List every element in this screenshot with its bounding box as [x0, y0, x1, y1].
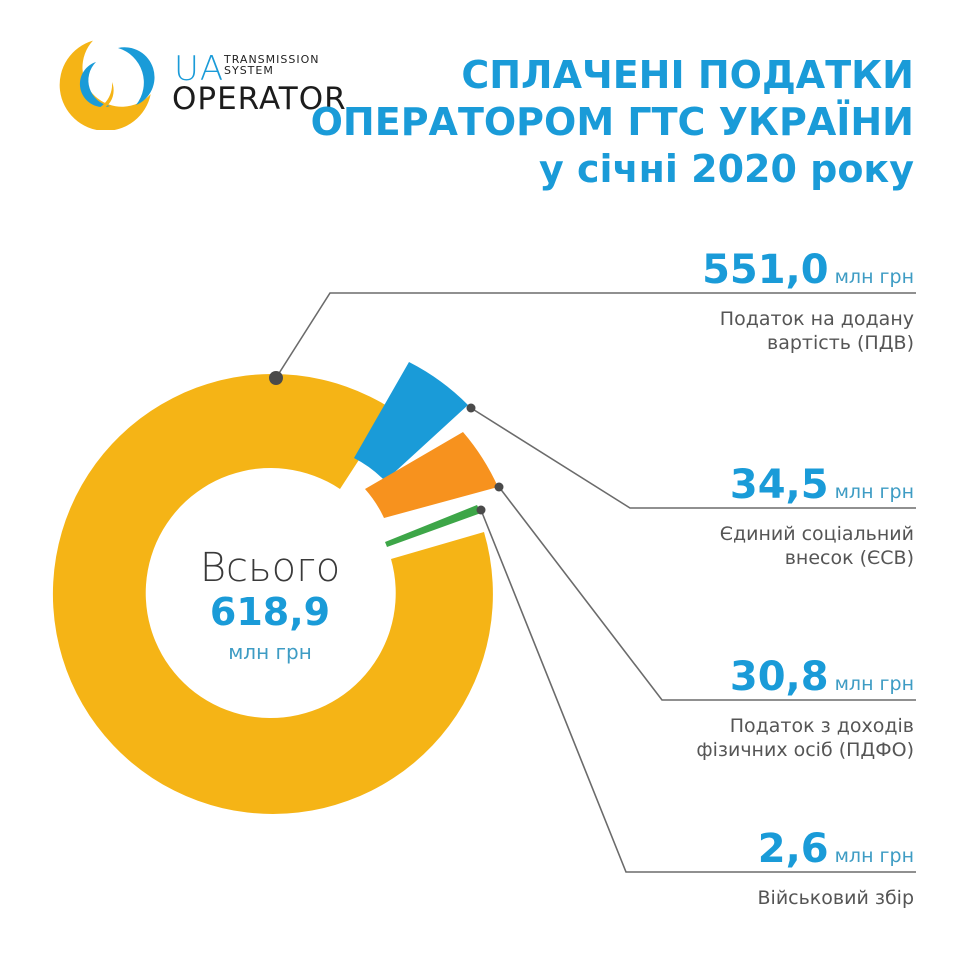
legend-item-military-levy: 2,6 млн грн Військовий збір	[758, 827, 915, 910]
legend-desc-line1: Єдиний соціальний	[719, 523, 914, 545]
page-title: СПЛАЧЕНІ ПОДАТКИ ОПЕРАТОРОМ ГТС УКРАЇНИ …	[311, 52, 914, 193]
logo-ua-text: UA	[174, 49, 225, 89]
legend-desc-line2: фізичних осіб (ПДФО)	[696, 739, 914, 761]
logo-line2: SYSTEM	[224, 64, 274, 77]
legend-desc-line2: вартість (ПДВ)	[767, 332, 914, 354]
logo-transmission-system: TRANSMISSION SYSTEM	[224, 54, 319, 76]
title-line-3: у січні 2020 року	[538, 147, 914, 191]
logo-operator-text: OPERATOR	[172, 81, 347, 117]
logo-line1: TRANSMISSION	[224, 53, 320, 66]
title-line-1: СПЛАЧЕНІ ПОДАТКИ	[461, 53, 914, 97]
legend-item-esv: 34,5 млн грн Єдиний соціальний внесок (ЄС…	[720, 463, 914, 570]
segment-pdv	[52, 373, 493, 814]
company-logo: UA TRANSMISSION SYSTEM OPERATOR	[48, 30, 346, 130]
legend-desc-line1: Військовий збір	[757, 887, 915, 909]
leader-dots	[269, 371, 504, 515]
legend-desc-line1: Податок на додану	[719, 308, 914, 330]
segment-esv	[354, 362, 468, 481]
total-label: Всього	[199, 545, 341, 591]
legend-item-pdfo: 30,8 млн грн Податок з доходів фізичних о…	[696, 655, 914, 762]
legend-desc-line1: Податок з доходів	[729, 715, 914, 737]
segment-military-levy	[385, 505, 481, 547]
legend-value: 551,0	[702, 247, 829, 293]
legend-item-pdv: 551,0 млн грн Податок на додану вартість …	[702, 248, 914, 355]
legend-value: 2,6	[757, 826, 829, 872]
legend-unit: млн грн	[834, 266, 914, 288]
segment-pdfo	[365, 432, 498, 518]
leader-lines	[275, 292, 916, 873]
total-value: 618,9	[209, 590, 331, 634]
legend-desc-line2: внесок (ЄСВ)	[784, 547, 914, 569]
logo-swirl-icon	[59, 40, 155, 130]
legend-unit: млн грн	[834, 845, 914, 867]
total-unit: млн грн	[228, 640, 312, 664]
legend-value: 34,5	[729, 462, 829, 508]
legend-value: 30,8	[729, 654, 829, 700]
title-line-2: ОПЕРАТОРОМ ГТС УКРАЇНИ	[310, 100, 914, 144]
legend-unit: млн грн	[834, 481, 914, 503]
legend-unit: млн грн	[834, 673, 914, 695]
